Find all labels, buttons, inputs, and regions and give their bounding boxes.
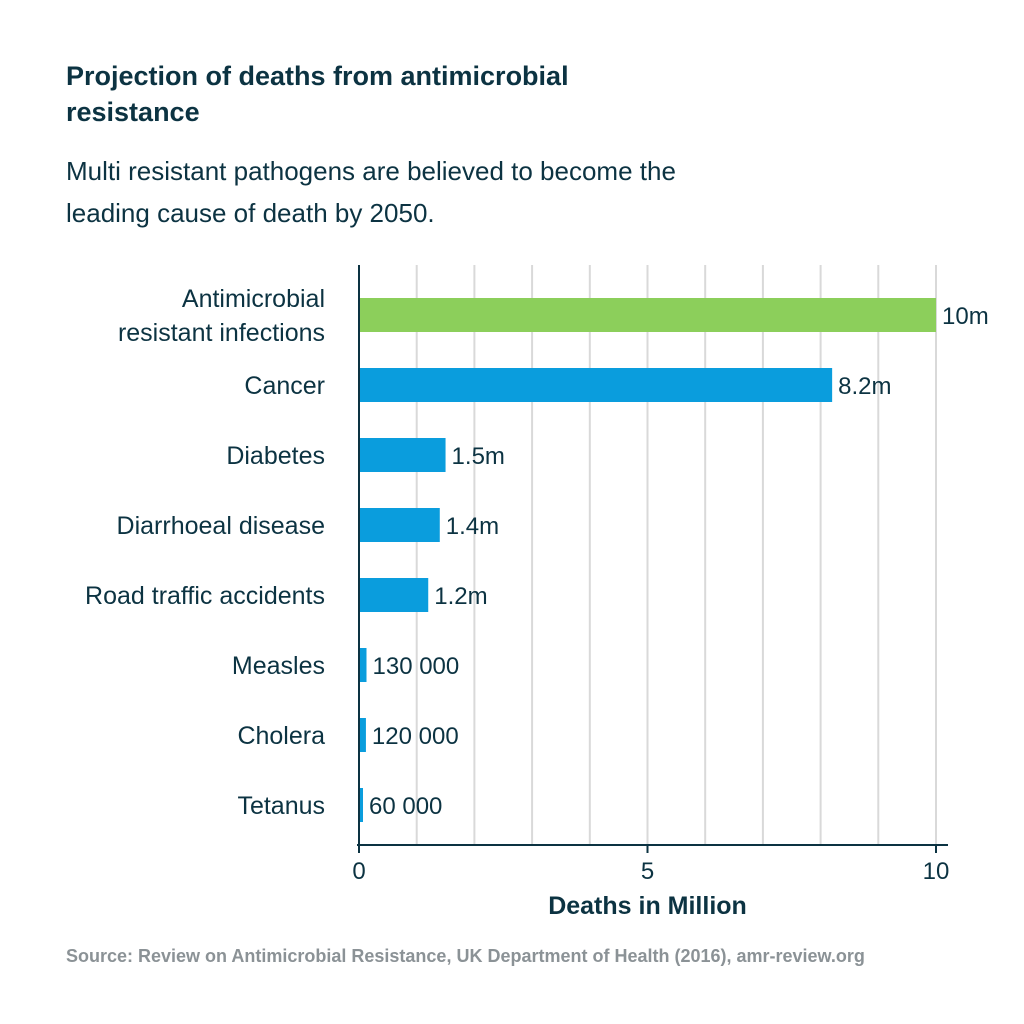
category-label: Antimicrobial — [182, 285, 325, 313]
value-label: 8.2m — [838, 373, 891, 400]
value-label: 1.2m — [434, 583, 487, 610]
value-label: 120 000 — [372, 723, 459, 750]
value-label: 60 000 — [369, 793, 442, 820]
source-note: Source: Review on Antimicrobial Resistan… — [66, 946, 865, 966]
category-label: Tetanus — [237, 792, 325, 820]
category-label: Cholera — [237, 722, 325, 750]
x-tick-label: 0 — [352, 858, 365, 885]
value-label: 1.4m — [446, 513, 499, 540]
x-tick-label: 5 — [641, 858, 654, 885]
category-label: resistant infections — [118, 319, 325, 347]
grid-lines — [415, 265, 937, 845]
bar — [359, 788, 363, 822]
x-axis: 0 5 10 Deaths in Million — [352, 265, 949, 920]
category-label: Measles — [232, 652, 325, 680]
category-label: Diarrhoeal disease — [117, 512, 325, 540]
category-label: Road traffic accidents — [85, 582, 325, 610]
value-label: 1.5m — [452, 443, 505, 470]
bar — [359, 718, 366, 752]
bar — [359, 298, 936, 332]
bar — [359, 578, 429, 612]
category-labels: Antimicrobial resistant infections Cancer D… — [85, 285, 325, 820]
category-label: Diabetes — [226, 442, 325, 470]
x-tick-label: 10 — [923, 858, 950, 885]
chart-subtitle: Multi resistant pathogens are believed t… — [66, 156, 676, 228]
bars — [359, 298, 936, 822]
value-label: 130 000 — [373, 653, 460, 680]
bar — [359, 508, 440, 542]
chart-title: Projection of deaths from antimicrobial … — [66, 61, 569, 127]
bar-chart: Antimicrobial resistant infections Cancer D… — [85, 265, 989, 920]
category-label: Cancer — [244, 372, 325, 400]
bar — [359, 438, 446, 472]
value-label: 10m — [942, 303, 989, 330]
bar — [359, 368, 833, 402]
x-axis-title: Deaths in Million — [548, 892, 747, 920]
bar — [359, 648, 367, 682]
value-labels: 10m 8.2m 1.5m 1.4m 1.2m 130 000 120 000 60 000 — [369, 303, 989, 820]
